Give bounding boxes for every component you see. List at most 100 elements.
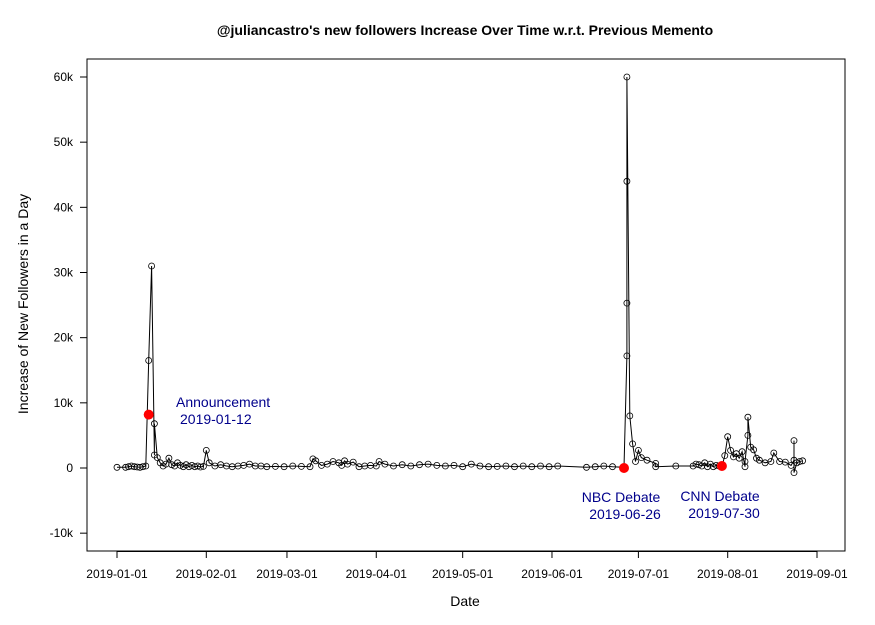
data-point xyxy=(476,462,484,470)
data-point xyxy=(591,463,599,471)
data-point xyxy=(390,462,397,470)
data-point xyxy=(165,454,173,462)
data-point xyxy=(416,461,423,469)
series-line xyxy=(117,76,803,473)
data-point xyxy=(306,463,314,471)
data-point xyxy=(323,460,331,468)
data-point xyxy=(635,446,642,454)
y-tick-label: 40k xyxy=(54,200,74,214)
announcement-annotation-line: 2019-01-12 xyxy=(180,411,252,427)
x-tick-label: 2019-08-01 xyxy=(697,567,759,581)
data-point xyxy=(519,462,527,470)
data-point xyxy=(263,463,271,471)
x-axis-ticks: 2019-01-01 2019-02-01 2019-03-01 2019-04-01… xyxy=(86,551,848,581)
data-point xyxy=(796,458,804,465)
data-point xyxy=(744,431,752,439)
data-point xyxy=(528,463,536,471)
data-point xyxy=(145,357,153,364)
x-tick-label: 2019-05-01 xyxy=(432,567,494,581)
data-point xyxy=(721,452,729,460)
data-point xyxy=(450,461,458,469)
data-point xyxy=(297,462,305,470)
event-marker xyxy=(143,409,154,420)
data-point xyxy=(623,177,631,185)
plot-frame xyxy=(86,58,846,552)
data-point xyxy=(756,456,763,464)
data-point xyxy=(153,454,161,462)
data-point xyxy=(407,462,415,470)
data-point xyxy=(150,420,158,428)
data-point xyxy=(767,458,775,465)
x-tick-label: 2019-01-01 xyxy=(86,567,148,581)
nbc-debate-annotation-line: 2019-06-26 xyxy=(589,506,661,522)
data-point xyxy=(637,454,645,462)
data-point xyxy=(142,462,150,470)
data-point xyxy=(799,457,806,465)
y-axis-label: Increase of New Followers in a Day xyxy=(15,194,31,414)
nbc-debate-annotation-line: NBC Debate xyxy=(582,489,661,505)
x-tick-label: 2019-09-01 xyxy=(786,567,848,581)
y-tick-label: 20k xyxy=(54,331,74,345)
y-tick-label: 0 xyxy=(66,461,73,475)
y-tick-label: -10k xyxy=(50,526,74,540)
data-point xyxy=(280,463,288,471)
data-point xyxy=(502,462,510,470)
data-point xyxy=(629,440,636,448)
data-point xyxy=(139,463,147,471)
data-point xyxy=(312,457,320,465)
data-point xyxy=(632,458,639,465)
data-point xyxy=(199,462,207,470)
data-point xyxy=(672,462,680,470)
x-tick-label: 2019-07-01 xyxy=(608,567,670,581)
data-point xyxy=(724,433,732,441)
data-point xyxy=(375,458,383,465)
data-point xyxy=(467,460,475,468)
x-axis-label: Date xyxy=(450,593,480,609)
data-point xyxy=(271,462,279,470)
data-point xyxy=(652,459,660,467)
data-point xyxy=(790,437,798,445)
data-point xyxy=(511,463,518,471)
data-point xyxy=(583,463,590,471)
data-point xyxy=(381,460,389,468)
data-point xyxy=(433,461,441,469)
data-point xyxy=(741,463,749,471)
data-point xyxy=(790,469,798,477)
data-point xyxy=(770,449,778,457)
data-point xyxy=(623,299,631,307)
y-tick-label: 30k xyxy=(54,266,74,280)
highlight-layer xyxy=(143,409,727,473)
x-tick-label: 2019-03-01 xyxy=(256,567,318,581)
data-point xyxy=(623,73,631,81)
x-tick-label: 2019-02-01 xyxy=(176,567,238,581)
data-point xyxy=(623,352,631,360)
data-point xyxy=(727,446,734,454)
data-point xyxy=(537,462,544,470)
announcement-annotation-line: Announcement xyxy=(176,394,270,410)
data-point xyxy=(600,462,608,470)
data-point xyxy=(750,446,757,454)
data-point xyxy=(626,412,634,420)
y-axis-ticks: -10k 0 10k 20k 30k 40k 50k 60k xyxy=(50,70,87,540)
data-point xyxy=(349,458,357,466)
data-point xyxy=(202,446,210,454)
data-point xyxy=(441,462,449,470)
data-point xyxy=(113,463,121,471)
data-point xyxy=(459,463,467,471)
cnn-debate-annotation-line: CNN Debate xyxy=(680,488,760,504)
y-tick-label: 50k xyxy=(54,135,74,149)
data-point xyxy=(741,458,749,465)
chart-title: @juliancastro's new followers Increase O… xyxy=(217,22,713,38)
data-point xyxy=(643,456,651,464)
x-tick-label: 2019-06-01 xyxy=(521,567,583,581)
data-point xyxy=(652,463,660,471)
data-point xyxy=(424,460,432,468)
data-point xyxy=(545,463,553,471)
data-point xyxy=(485,463,493,471)
data-point xyxy=(744,413,752,421)
x-tick-label: 2019-04-01 xyxy=(346,567,408,581)
event-marker xyxy=(716,461,727,471)
data-point xyxy=(609,463,616,471)
